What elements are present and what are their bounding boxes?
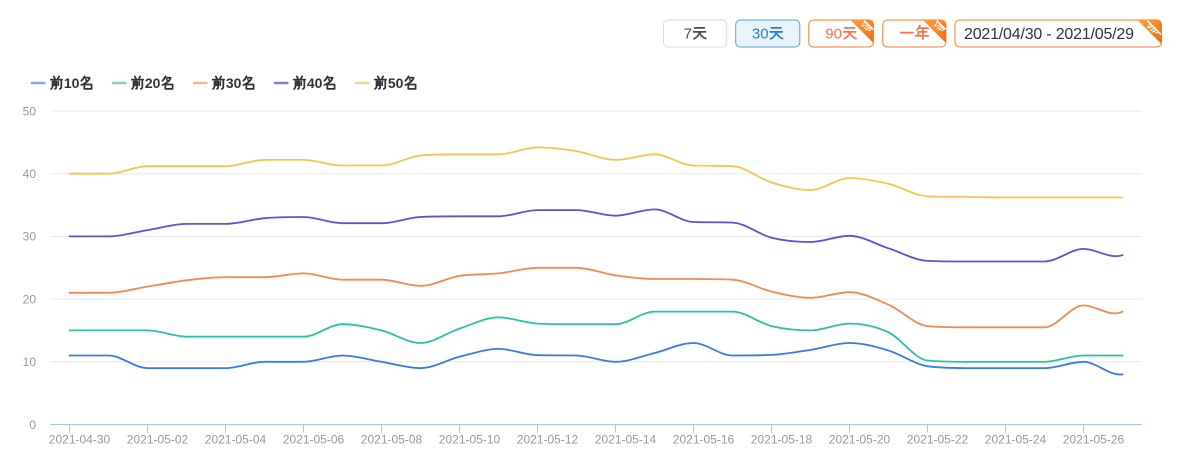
svg-text:30: 30 bbox=[23, 230, 37, 244]
svg-text:7: 7 bbox=[684, 26, 692, 43]
svg-text:2021-05-18: 2021-05-18 bbox=[751, 433, 813, 447]
svg-text:2021-05-12: 2021-05-12 bbox=[517, 433, 579, 447]
svg-text:20: 20 bbox=[23, 292, 37, 306]
svg-text:2021-05-08: 2021-05-08 bbox=[361, 433, 423, 447]
svg-text:50: 50 bbox=[388, 75, 404, 91]
svg-text:2021-05-22: 2021-05-22 bbox=[907, 433, 969, 447]
svg-text:10: 10 bbox=[23, 355, 37, 369]
svg-text:2021-05-14: 2021-05-14 bbox=[595, 433, 657, 447]
svg-text:2021-05-24: 2021-05-24 bbox=[985, 433, 1047, 447]
svg-text:40: 40 bbox=[23, 167, 37, 181]
svg-text:2021-05-26: 2021-05-26 bbox=[1063, 433, 1125, 447]
svg-text:50: 50 bbox=[23, 104, 37, 118]
svg-text:30: 30 bbox=[752, 26, 769, 43]
svg-text:30: 30 bbox=[226, 75, 242, 91]
svg-text:2021-05-02: 2021-05-02 bbox=[127, 433, 189, 447]
svg-text:20: 20 bbox=[145, 75, 161, 91]
svg-text:90: 90 bbox=[825, 26, 842, 43]
svg-text:2021-05-06: 2021-05-06 bbox=[283, 433, 345, 447]
svg-text:2021-05-20: 2021-05-20 bbox=[829, 433, 891, 447]
svg-text:2021-05-16: 2021-05-16 bbox=[673, 433, 735, 447]
svg-text:10: 10 bbox=[64, 75, 80, 91]
svg-text:0: 0 bbox=[29, 418, 36, 432]
svg-text:2021/04/30 - 2021/05/29: 2021/04/30 - 2021/05/29 bbox=[964, 26, 1134, 43]
svg-text:2021-05-04: 2021-05-04 bbox=[205, 433, 267, 447]
svg-text:2021-04-30: 2021-04-30 bbox=[49, 433, 111, 447]
svg-text:40: 40 bbox=[307, 75, 323, 91]
svg-text:2021-05-10: 2021-05-10 bbox=[439, 433, 501, 447]
